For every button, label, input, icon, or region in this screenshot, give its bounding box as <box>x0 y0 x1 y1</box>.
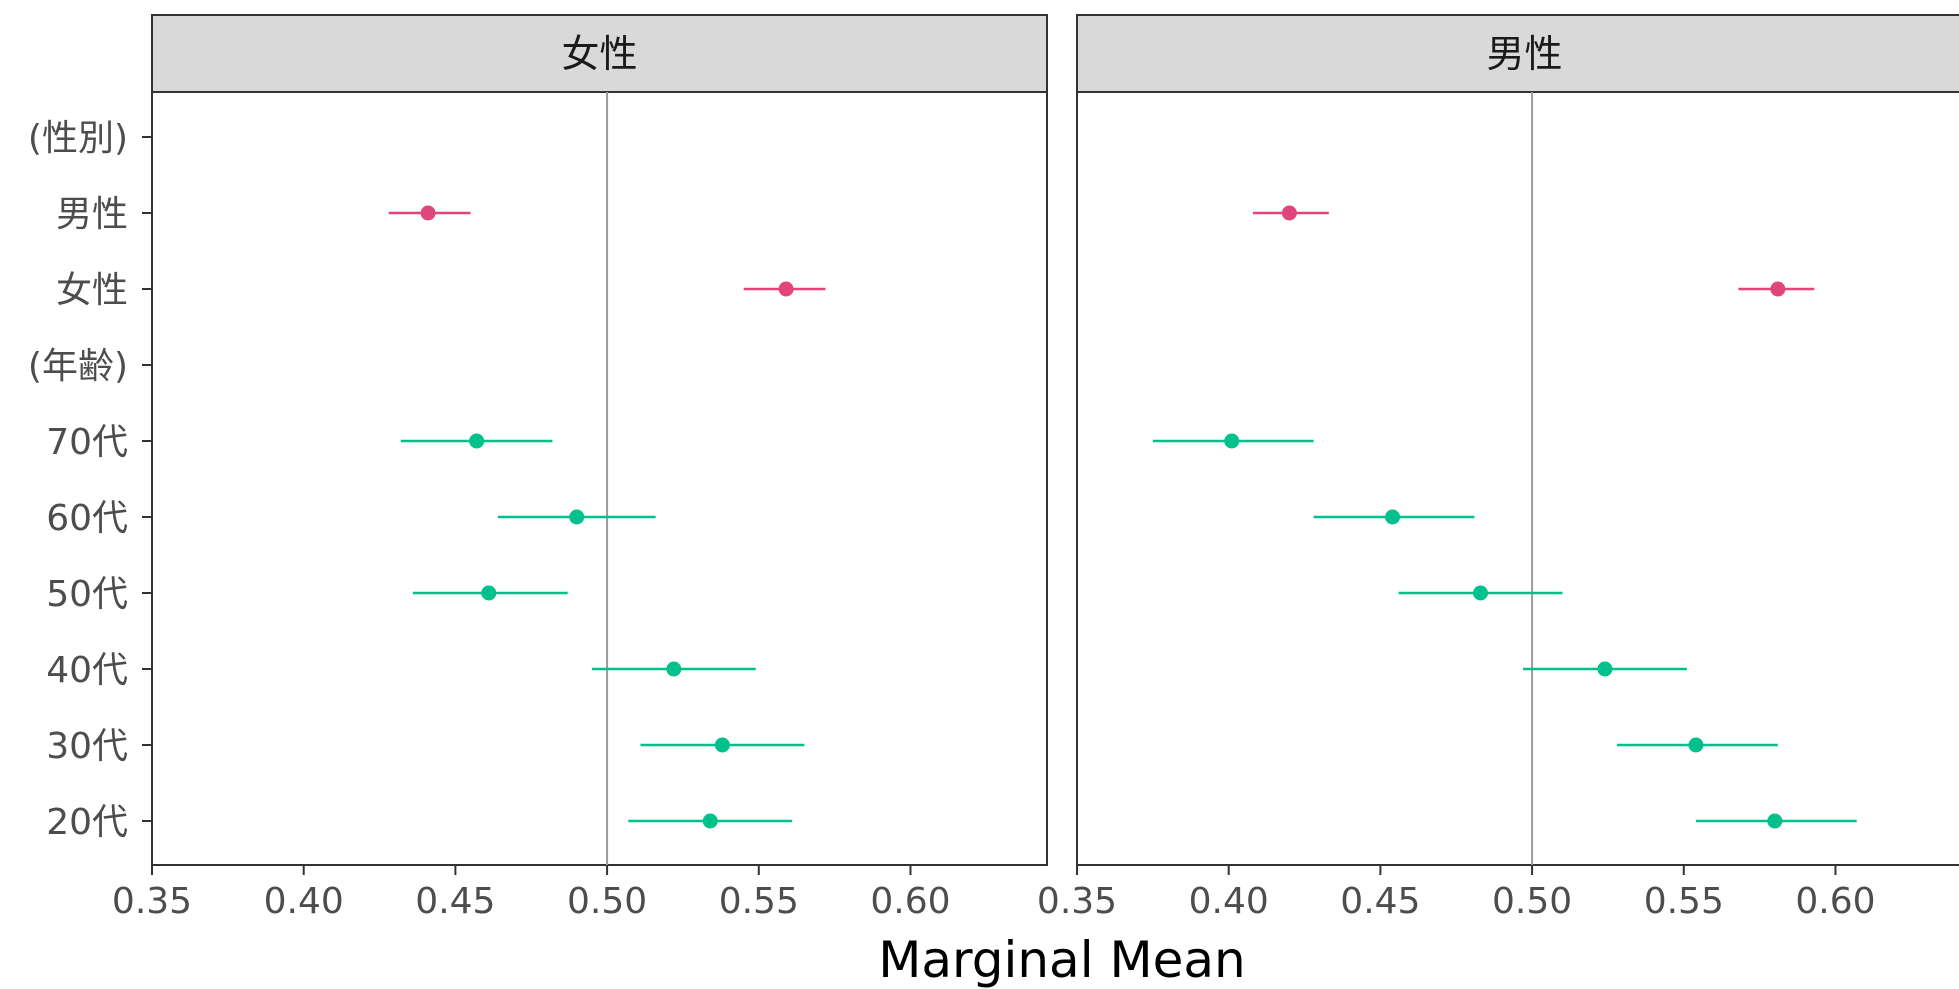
x-tick-label: 0.35 <box>112 881 192 922</box>
point-estimate <box>1770 281 1786 297</box>
y-tick-label: (年齢) <box>28 346 128 387</box>
point-age-4 <box>497 509 656 525</box>
point-estimate <box>1767 813 1783 829</box>
point-estimate <box>481 585 497 601</box>
point-gender-2 <box>1738 281 1815 297</box>
y-tick-label: 30代 <box>46 726 128 767</box>
y-tick-label: 40代 <box>46 650 128 691</box>
y-tick-label: 20代 <box>46 802 128 843</box>
x-tick-label: 0.40 <box>1189 881 1269 922</box>
x-tick-label: 0.45 <box>1340 881 1420 922</box>
facet-strip-label: 男性 <box>1486 32 1562 76</box>
panel-2: 男性 0.35 0.40 0.45 0.50 0.55 0.60 <box>1037 14 1959 922</box>
x-tick-label: 0.45 <box>415 881 495 922</box>
point-estimate <box>666 661 682 677</box>
point-estimate <box>1473 585 1489 601</box>
point-age-8 <box>1695 813 1857 829</box>
x-tick-label: 0.60 <box>870 881 950 922</box>
point-age-7 <box>1617 737 1778 753</box>
x-tick-label: 0.60 <box>1795 881 1875 922</box>
x-axis-title: Marginal Mean <box>878 931 1245 989</box>
y-tick-label: (性別) <box>28 118 128 159</box>
point-estimate <box>714 737 730 753</box>
point-estimate <box>1597 661 1613 677</box>
point-estimate <box>1224 433 1240 449</box>
facet-strip-label: 女性 <box>561 32 637 76</box>
point-gender-1 <box>1252 205 1329 221</box>
y-tick-label: 70代 <box>46 422 128 463</box>
point-gender-2 <box>743 281 826 297</box>
point-age-8 <box>628 813 793 829</box>
facet-strip <box>151 14 1048 93</box>
point-estimate <box>1281 205 1297 221</box>
panels-layer: 女性 0.35 0.40 0.45 0.50 0.55 0.60 男性 0.35 0.40 0.45… <box>112 14 1959 922</box>
y-tick-label: 男性 <box>56 194 128 235</box>
point-estimate <box>569 509 585 525</box>
x-tick-label: 0.55 <box>719 881 799 922</box>
y-tick-label: 50代 <box>46 574 128 615</box>
point-age-3 <box>400 433 553 449</box>
point-estimate <box>1385 509 1401 525</box>
point-estimate <box>778 281 794 297</box>
point-age-6 <box>591 661 756 677</box>
x-tick-label: 0.40 <box>264 881 344 922</box>
plot-area <box>151 91 1048 866</box>
point-age-5 <box>1398 585 1563 601</box>
point-estimate <box>420 205 436 221</box>
y-tick-label: 60代 <box>46 498 128 539</box>
point-estimate <box>702 813 718 829</box>
point-estimate <box>1688 737 1704 753</box>
y-tick-label: 女性 <box>56 270 128 311</box>
point-estimate <box>469 433 485 449</box>
x-tick-label: 0.50 <box>567 881 647 922</box>
x-tick-label: 0.50 <box>1492 881 1572 922</box>
x-tick-label: 0.35 <box>1037 881 1117 922</box>
point-age-4 <box>1313 509 1475 525</box>
point-age-5 <box>412 585 568 601</box>
facet-strip <box>1076 14 1959 93</box>
point-age-3 <box>1152 433 1314 449</box>
point-gender-1 <box>388 205 471 221</box>
point-age-7 <box>640 737 805 753</box>
panel-1: 女性 0.35 0.40 0.45 0.50 0.55 0.60 <box>112 14 1048 922</box>
plot-area <box>1076 91 1959 866</box>
x-tick-label: 0.55 <box>1644 881 1724 922</box>
point-age-6 <box>1522 661 1687 677</box>
